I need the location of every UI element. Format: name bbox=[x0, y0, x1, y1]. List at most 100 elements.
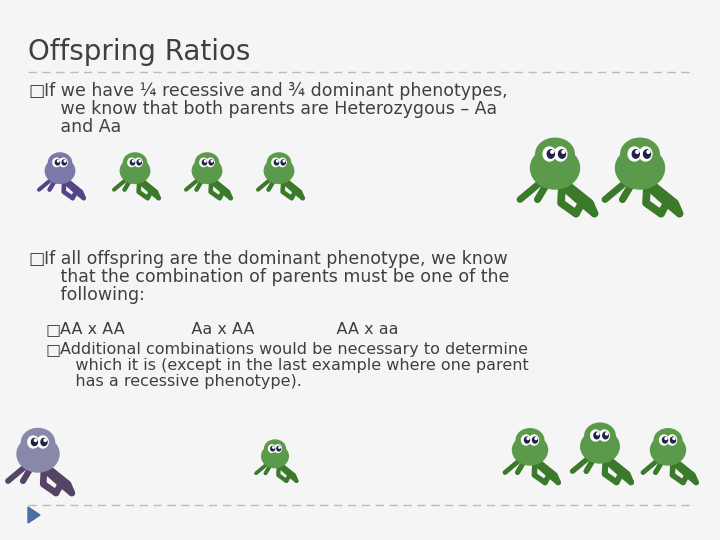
Ellipse shape bbox=[269, 445, 275, 453]
Ellipse shape bbox=[281, 160, 285, 165]
Ellipse shape bbox=[670, 437, 675, 443]
Ellipse shape bbox=[32, 438, 37, 445]
Ellipse shape bbox=[132, 160, 134, 162]
Ellipse shape bbox=[135, 158, 142, 167]
Text: AA x AA             Aa x AA                AA x aa: AA x AA Aa x AA AA x aa bbox=[60, 322, 398, 337]
Ellipse shape bbox=[37, 436, 48, 448]
Ellipse shape bbox=[660, 435, 668, 445]
Text: has a recessive phenotype).: has a recessive phenotype). bbox=[60, 374, 302, 389]
Ellipse shape bbox=[513, 435, 547, 465]
Text: following:: following: bbox=[44, 286, 145, 304]
Ellipse shape bbox=[535, 437, 537, 440]
Ellipse shape bbox=[603, 432, 608, 439]
Ellipse shape bbox=[28, 436, 39, 448]
Ellipse shape bbox=[559, 150, 565, 158]
Ellipse shape bbox=[543, 147, 556, 161]
Ellipse shape bbox=[665, 437, 667, 440]
Ellipse shape bbox=[58, 160, 59, 162]
Ellipse shape bbox=[533, 437, 538, 443]
Text: Offspring Ratios: Offspring Ratios bbox=[28, 38, 251, 66]
Ellipse shape bbox=[264, 158, 294, 184]
Ellipse shape bbox=[606, 433, 608, 435]
Ellipse shape bbox=[647, 151, 649, 153]
Ellipse shape bbox=[529, 435, 539, 445]
Text: □: □ bbox=[46, 342, 61, 357]
Ellipse shape bbox=[120, 158, 150, 184]
Text: which it is (except in the last example where one parent: which it is (except in the last example … bbox=[60, 358, 528, 373]
Ellipse shape bbox=[209, 160, 213, 165]
Ellipse shape bbox=[524, 437, 529, 443]
Ellipse shape bbox=[276, 160, 278, 162]
Text: If we have ¼ recessive and ¾ dominant phenotypes,: If we have ¼ recessive and ¾ dominant ph… bbox=[44, 82, 508, 100]
Ellipse shape bbox=[581, 430, 619, 463]
Ellipse shape bbox=[590, 430, 600, 441]
Text: □: □ bbox=[28, 250, 45, 268]
Ellipse shape bbox=[195, 153, 219, 172]
Ellipse shape bbox=[521, 435, 531, 445]
Ellipse shape bbox=[273, 447, 274, 448]
Ellipse shape bbox=[17, 436, 59, 472]
Text: □: □ bbox=[28, 82, 45, 100]
Ellipse shape bbox=[516, 429, 544, 451]
Ellipse shape bbox=[650, 435, 685, 465]
Ellipse shape bbox=[272, 158, 279, 167]
Ellipse shape bbox=[531, 147, 580, 189]
Ellipse shape bbox=[628, 147, 641, 161]
Ellipse shape bbox=[667, 435, 677, 445]
Ellipse shape bbox=[204, 160, 206, 162]
Ellipse shape bbox=[279, 158, 286, 167]
Ellipse shape bbox=[123, 153, 147, 172]
Ellipse shape bbox=[64, 160, 66, 162]
Ellipse shape bbox=[55, 160, 60, 165]
Ellipse shape bbox=[547, 150, 554, 158]
Ellipse shape bbox=[644, 150, 650, 158]
Ellipse shape bbox=[137, 160, 141, 165]
Ellipse shape bbox=[277, 447, 281, 451]
Ellipse shape bbox=[616, 147, 665, 189]
Text: Additional combinations would be necessary to determine: Additional combinations would be necessa… bbox=[60, 342, 528, 357]
Ellipse shape bbox=[44, 439, 46, 441]
Ellipse shape bbox=[53, 158, 60, 167]
Polygon shape bbox=[28, 507, 40, 523]
Ellipse shape bbox=[35, 439, 37, 441]
Ellipse shape bbox=[261, 445, 288, 468]
Ellipse shape bbox=[621, 138, 660, 170]
Ellipse shape bbox=[636, 151, 639, 153]
Ellipse shape bbox=[551, 151, 554, 153]
Ellipse shape bbox=[585, 423, 615, 448]
Ellipse shape bbox=[632, 150, 639, 158]
Ellipse shape bbox=[283, 160, 285, 162]
Text: we know that both parents are Heterozygous – Aa: we know that both parents are Heterozygo… bbox=[44, 100, 497, 118]
Text: □: □ bbox=[46, 322, 61, 337]
Ellipse shape bbox=[192, 158, 222, 184]
Ellipse shape bbox=[130, 160, 135, 165]
Ellipse shape bbox=[62, 160, 66, 165]
Ellipse shape bbox=[654, 429, 682, 451]
Ellipse shape bbox=[597, 433, 599, 435]
Ellipse shape bbox=[662, 437, 667, 443]
Ellipse shape bbox=[673, 437, 675, 440]
Ellipse shape bbox=[527, 437, 529, 440]
Ellipse shape bbox=[271, 447, 274, 451]
Ellipse shape bbox=[554, 147, 567, 161]
Ellipse shape bbox=[594, 432, 600, 439]
Ellipse shape bbox=[60, 158, 67, 167]
Ellipse shape bbox=[600, 430, 609, 441]
Ellipse shape bbox=[639, 147, 652, 161]
Ellipse shape bbox=[267, 153, 291, 172]
Ellipse shape bbox=[139, 160, 141, 162]
Ellipse shape bbox=[211, 160, 213, 162]
Ellipse shape bbox=[22, 429, 55, 456]
Ellipse shape bbox=[264, 440, 285, 457]
Text: and Aa: and Aa bbox=[44, 118, 121, 136]
Ellipse shape bbox=[41, 438, 47, 445]
Text: If all offspring are the dominant phenotype, we know: If all offspring are the dominant phenot… bbox=[44, 250, 508, 268]
Ellipse shape bbox=[274, 445, 282, 453]
Text: that the combination of parents must be one of the: that the combination of parents must be … bbox=[44, 268, 509, 286]
Ellipse shape bbox=[274, 160, 279, 165]
Ellipse shape bbox=[48, 153, 71, 172]
Ellipse shape bbox=[200, 158, 207, 167]
Ellipse shape bbox=[207, 158, 214, 167]
Ellipse shape bbox=[128, 158, 135, 167]
Ellipse shape bbox=[45, 158, 75, 184]
